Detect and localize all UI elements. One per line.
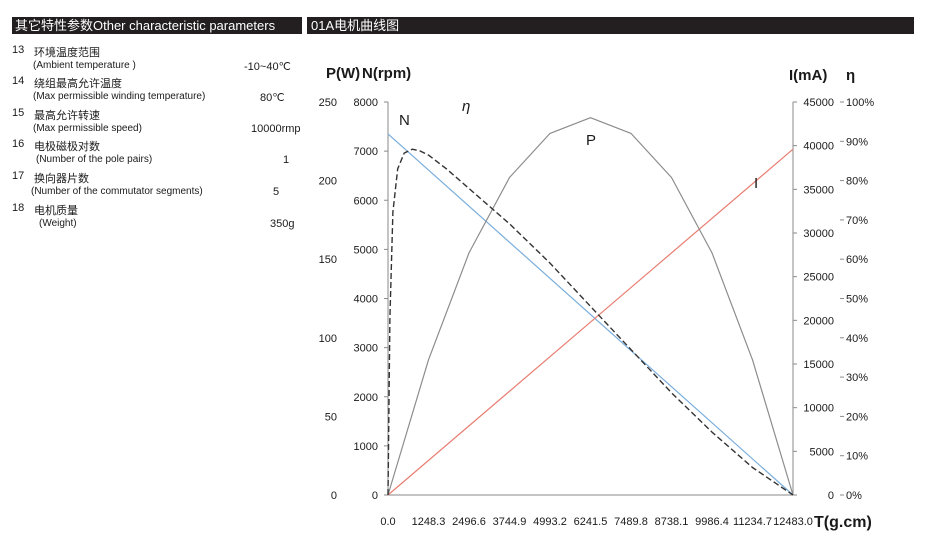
- param-value: 5: [273, 186, 280, 198]
- eta-axis-title: η: [846, 67, 855, 84]
- x-axis-tick-label: 8738.1: [655, 516, 689, 528]
- param-value: 10000rmp: [251, 123, 301, 135]
- x-axis-tick-label: 4993.2: [533, 516, 567, 528]
- eta-axis-tick-label: 50%: [846, 294, 868, 306]
- n-axis-tick-label: 0: [372, 490, 378, 502]
- curve-label-eta: η: [462, 98, 470, 115]
- curve-label-p: P: [586, 132, 596, 149]
- x-axis-tick-label: 7489.8: [614, 516, 648, 528]
- n-axis-tick-label: 3000: [354, 343, 378, 355]
- section-header-curve: 01A电机曲线图: [307, 17, 914, 34]
- param-value: 80℃: [260, 92, 285, 104]
- param-number: 14: [12, 75, 25, 87]
- i-axis-tick-label: 5000: [810, 446, 834, 458]
- i-axis-tick-label: 15000: [803, 359, 834, 371]
- eta-axis-tick-label: 10%: [846, 451, 868, 463]
- i-axis-tick-label: 20000: [803, 315, 834, 327]
- i-axis-tick-label: 40000: [803, 141, 834, 153]
- x-axis-tick-label: 3744.9: [493, 516, 527, 528]
- param-label-en: (Number of the pole pairs): [36, 154, 153, 165]
- series-line-n: [387, 133, 794, 496]
- param-label-zh: 换向器片数: [34, 173, 89, 185]
- series-line-eta: [387, 148, 794, 496]
- i-axis-tick-label: 25000: [803, 272, 834, 284]
- n-axis-title: N(rpm): [362, 65, 411, 82]
- n-axis-tick-label: 6000: [354, 195, 378, 207]
- i-axis-tick-label: 0: [828, 490, 834, 502]
- param-number: 18: [12, 202, 25, 214]
- p-axis-tick-label: 250: [319, 97, 337, 109]
- x-axis-tick-label: 6241.5: [574, 516, 608, 528]
- x-axis-tick-label: 9986.4: [695, 516, 729, 528]
- x-axis-tick-label: 2496.6: [452, 516, 486, 528]
- param-value: -10~40℃: [244, 61, 291, 73]
- param-label-en: (Weight): [39, 218, 77, 229]
- param-label-zh: 电极磁极对数: [34, 141, 100, 153]
- param-number: 16: [12, 138, 25, 150]
- section-header-characteristics: 其它特性参数Other characteristic parameters: [12, 17, 302, 34]
- eta-axis-tick-label: 90%: [846, 136, 868, 148]
- eta-axis-tick-label: 0%: [846, 490, 862, 502]
- eta-axis-tick-label: 100%: [846, 97, 874, 109]
- x-axis-tick-label: 11234.7: [733, 516, 772, 528]
- param-value: 350g: [270, 218, 295, 230]
- p-axis-tick-label: 50: [325, 411, 337, 423]
- param-label-zh: 环境温度范围: [34, 47, 100, 59]
- eta-axis-tick-label: 70%: [846, 215, 868, 227]
- curve-label-n: N: [399, 112, 410, 129]
- x-axis-title: T(g.cm): [814, 514, 872, 531]
- n-axis-tick-label: 4000: [354, 294, 378, 306]
- eta-axis-tick-label: 80%: [846, 176, 868, 188]
- i-axis-title: I(mA): [789, 67, 827, 84]
- p-axis-tick-label: 100: [319, 333, 337, 345]
- param-label-zh: 绕组最高允许温度: [34, 78, 122, 90]
- n-axis-tick-label: 7000: [354, 146, 378, 158]
- eta-axis-tick-label: 30%: [846, 372, 868, 384]
- param-number: 15: [12, 107, 25, 119]
- param-label-en: (Max permissible speed): [33, 123, 142, 134]
- i-axis-tick-label: 35000: [803, 184, 834, 196]
- p-axis-tick-label: 200: [319, 176, 337, 188]
- series-line-i: [387, 148, 794, 496]
- p-axis-title: P(W): [326, 65, 360, 82]
- n-axis-tick-label: 2000: [354, 392, 378, 404]
- i-axis-tick-label: 45000: [803, 97, 834, 109]
- param-label-zh: 电机质量: [34, 205, 78, 217]
- eta-axis-tick-label: 40%: [846, 333, 868, 345]
- param-label-en: (Max permissible winding temperature): [33, 91, 206, 102]
- eta-axis-tick-label: 20%: [846, 411, 868, 423]
- n-axis-tick-label: 1000: [354, 441, 378, 453]
- param-label-en: (Ambient temperature ): [33, 60, 136, 71]
- n-axis-tick-label: 5000: [354, 244, 378, 256]
- param-number: 13: [12, 44, 25, 56]
- curve-label-i: I: [754, 175, 758, 192]
- param-label-zh: 最高允许转速: [34, 110, 100, 122]
- x-axis-tick-label: 1248.3: [412, 516, 446, 528]
- series-line-p: [387, 117, 794, 496]
- p-axis-tick-label: 0: [331, 490, 337, 502]
- param-value: 1: [283, 154, 290, 166]
- eta-axis-tick-label: 60%: [846, 254, 868, 266]
- n-axis-tick-label: 8000: [354, 97, 378, 109]
- param-label-en: (Number of the commutator segments): [31, 186, 203, 197]
- i-axis-tick-label: 10000: [803, 403, 834, 415]
- x-axis-tick-label: 0.0: [380, 516, 395, 528]
- p-axis-tick-label: 150: [319, 254, 337, 266]
- x-axis-tick-label: 12483.0: [773, 516, 813, 528]
- i-axis-tick-label: 30000: [803, 228, 834, 240]
- param-number: 17: [12, 170, 25, 182]
